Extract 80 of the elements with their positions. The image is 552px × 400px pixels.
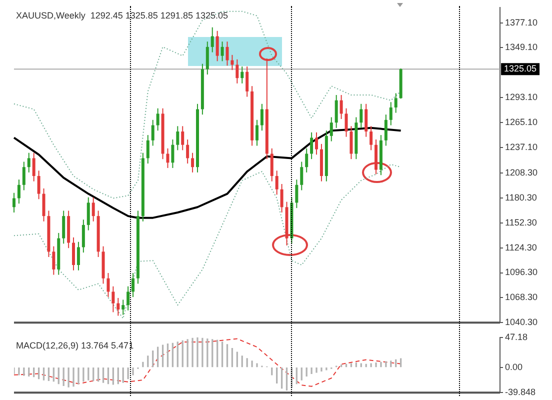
candlestick — [166, 148, 170, 168]
candlestick — [151, 119, 154, 146]
y-tick-label: 1208.30 — [505, 168, 538, 178]
candlestick — [210, 26, 214, 53]
y-tick-label: 1096.30 — [505, 267, 538, 278]
y-tick-label: 1124.30 — [505, 242, 537, 252]
candlestick — [364, 103, 368, 138]
candlestick — [236, 58, 239, 84]
ref-line-label: 1325.05 — [504, 64, 537, 74]
candlestick — [52, 246, 56, 276]
candlestick — [112, 286, 115, 313]
y-tick-label: 1040.30 — [505, 317, 538, 328]
y-tick-label: 1265.10 — [505, 116, 538, 127]
candlestick — [27, 152, 30, 173]
candlestick — [389, 102, 392, 126]
candlestick — [32, 152, 36, 182]
y-tick-label: 1237.10 — [505, 142, 538, 152]
chart-title: MACD(12,26,9) 13.764 5.471 — [16, 340, 134, 350]
candlestick — [191, 152, 194, 173]
candlestick — [76, 241, 80, 271]
candlestick — [216, 30, 219, 62]
candlestick — [280, 184, 284, 213]
candlestick — [370, 126, 373, 151]
candlestick — [220, 41, 224, 62]
candlestick — [334, 94, 338, 128]
candlestick — [246, 66, 249, 98]
y-tick-label: 1349.10 — [505, 42, 538, 52]
candlestick — [37, 170, 40, 200]
y-tick-label: -39.848 — [505, 387, 536, 398]
candlestick — [126, 286, 130, 311]
candlestick — [22, 161, 26, 191]
candlestick — [275, 170, 278, 196]
candlestick — [176, 126, 180, 151]
candlestick — [340, 94, 343, 120]
y-tick-label: 0.00 — [505, 362, 523, 372]
y-tick-label: 1180.30 — [505, 192, 537, 202]
line-series — [14, 10, 402, 199]
y-tick-label: 1293.10 — [505, 92, 538, 102]
candlestick — [156, 108, 160, 132]
candlestick — [360, 103, 363, 128]
y-tick-label: 1152.30 — [505, 217, 537, 228]
candlestick — [344, 108, 348, 138]
candlestick — [122, 299, 125, 316]
candlestick — [106, 272, 110, 298]
candlestick — [17, 179, 20, 204]
candlestick — [240, 66, 244, 84]
candlestick — [305, 148, 308, 173]
candlestick — [171, 139, 174, 168]
candlestick — [226, 41, 229, 66]
candlestick — [186, 139, 190, 164]
line-series — [14, 164, 402, 319]
candlestick — [92, 196, 95, 222]
candlestick — [146, 134, 150, 164]
candlestick — [310, 132, 314, 160]
candlestick — [230, 54, 234, 71]
candlestick — [132, 272, 135, 298]
candlestick — [72, 236, 76, 271]
candlestick — [86, 196, 90, 231]
candlestick — [330, 116, 333, 142]
candlestick — [42, 188, 46, 222]
y-tick-label: 47.18 — [505, 332, 528, 342]
candlestick — [394, 92, 398, 114]
line-series — [14, 338, 402, 387]
candlestick — [116, 297, 120, 316]
candlestick — [82, 219, 85, 254]
candlestick — [315, 132, 318, 156]
candlestick — [62, 210, 66, 244]
candlestick — [260, 103, 264, 132]
candlestick — [350, 126, 353, 160]
candlestick — [300, 161, 304, 191]
candlestick — [384, 114, 388, 146]
candlestick — [270, 148, 274, 182]
candlestick — [12, 192, 16, 213]
y-tick-label: 1068.30 — [505, 292, 538, 302]
chart-title: XAUUSD,Weekly 1292.45 1325.85 1291.85 1325.05 — [16, 10, 228, 20]
y-tick-label: 1377.10 — [505, 17, 538, 28]
candlestick — [181, 126, 184, 151]
candlestick — [295, 179, 298, 209]
candlestick — [206, 41, 209, 76]
candlestick — [256, 119, 258, 146]
